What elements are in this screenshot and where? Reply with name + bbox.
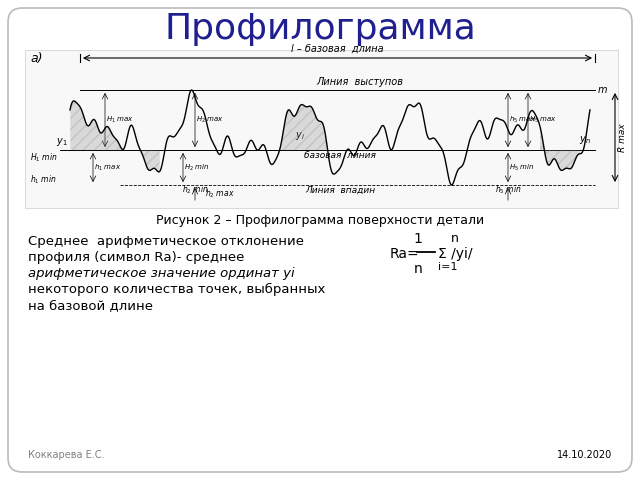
Text: Профилограмма: Профилограмма bbox=[164, 12, 476, 46]
Text: $h_2$ min: $h_2$ min bbox=[182, 183, 209, 196]
Text: Линия  выступов: Линия выступов bbox=[317, 77, 403, 87]
Text: $h_5$ min: $h_5$ min bbox=[495, 183, 522, 196]
Text: $h_1$ min: $h_1$ min bbox=[30, 173, 57, 185]
FancyBboxPatch shape bbox=[8, 8, 632, 472]
Text: Среднее  арифметическое отклонение: Среднее арифметическое отклонение bbox=[28, 235, 304, 248]
Text: n: n bbox=[451, 232, 459, 245]
Text: i=1: i=1 bbox=[438, 262, 458, 272]
Text: $H_2$ min: $H_2$ min bbox=[184, 162, 209, 173]
Text: Коккарева Е.С.: Коккарева Е.С. bbox=[28, 450, 104, 460]
Text: Σ /yi/: Σ /yi/ bbox=[438, 247, 472, 261]
Text: $H_1$ max: $H_1$ max bbox=[106, 115, 134, 125]
Text: $H_2$ max: $H_2$ max bbox=[196, 115, 224, 125]
Text: $H_1$ min: $H_1$ min bbox=[30, 152, 58, 165]
Text: $h_5$ max: $h_5$ max bbox=[509, 115, 536, 125]
Text: l – базовая  длина: l – базовая длина bbox=[291, 44, 384, 54]
Text: m: m bbox=[598, 85, 607, 95]
Bar bbox=[25, 50, 618, 208]
Text: на базовой длине: на базовой длине bbox=[28, 299, 153, 312]
Text: n: n bbox=[413, 262, 422, 276]
Text: некоторого количества точек, выбранных: некоторого количества точек, выбранных bbox=[28, 283, 325, 296]
Text: $y_1$: $y_1$ bbox=[56, 136, 68, 148]
Text: $h_2$ max: $h_2$ max bbox=[205, 187, 235, 200]
Text: $H_5$ max: $H_5$ max bbox=[529, 115, 557, 125]
Text: профиля (символ Rа)- среднее: профиля (символ Rа)- среднее bbox=[28, 251, 244, 264]
Text: $H_5$ min: $H_5$ min bbox=[509, 162, 534, 173]
Text: Линия  впадин: Линия впадин bbox=[305, 186, 375, 195]
Text: 14.10.2020: 14.10.2020 bbox=[557, 450, 612, 460]
Text: $h_1$ max: $h_1$ max bbox=[94, 162, 122, 173]
Text: базовая  линия: базовая линия bbox=[304, 151, 376, 160]
Text: Ra=: Ra= bbox=[390, 247, 420, 261]
Text: Рисунок 2 – Профилограмма поверхности детали: Рисунок 2 – Профилограмма поверхности де… bbox=[156, 214, 484, 227]
Text: арифметическое значение ординат yi: арифметическое значение ординат yi bbox=[28, 267, 294, 280]
Text: а): а) bbox=[30, 52, 42, 65]
Text: $y_i$: $y_i$ bbox=[295, 130, 305, 142]
Text: $y_n$: $y_n$ bbox=[579, 134, 591, 146]
Text: R max: R max bbox=[618, 123, 627, 152]
Text: 1: 1 bbox=[413, 232, 422, 246]
